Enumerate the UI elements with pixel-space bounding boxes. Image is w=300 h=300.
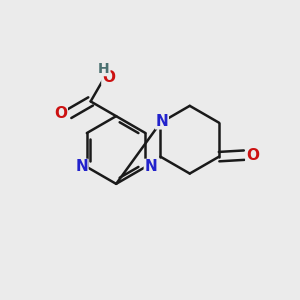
Text: N: N bbox=[75, 159, 88, 174]
Text: O: O bbox=[54, 106, 67, 122]
Text: N: N bbox=[155, 114, 168, 129]
Text: O: O bbox=[102, 70, 115, 85]
Text: H: H bbox=[98, 61, 110, 76]
Text: N: N bbox=[144, 159, 157, 174]
Text: O: O bbox=[246, 148, 259, 163]
